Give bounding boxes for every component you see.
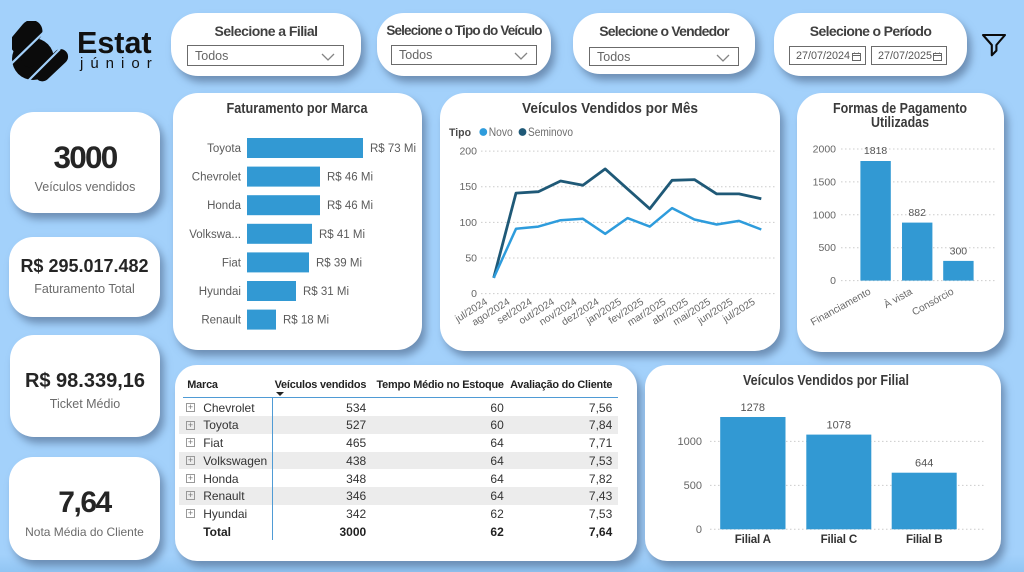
svg-text:Filial C: Filial C	[820, 533, 857, 546]
svg-text:Renault: Renault	[201, 314, 241, 326]
svg-text:500: 500	[683, 480, 701, 492]
svg-text:0: 0	[471, 288, 477, 300]
svg-text:100: 100	[459, 216, 477, 228]
svg-text:Formas de Pagamento: Formas de Pagamento	[833, 101, 967, 117]
svg-text:1078: 1078	[826, 419, 850, 431]
svg-text:R$ 46 Mi: R$ 46 Mi	[327, 171, 373, 183]
svg-text:1000: 1000	[813, 209, 837, 221]
svg-text:644: 644	[915, 457, 933, 469]
svg-text:R$ 41 Mi: R$ 41 Mi	[319, 228, 365, 240]
svg-text:200: 200	[459, 145, 477, 157]
svg-text:À vista: À vista	[881, 284, 914, 310]
svg-text:R$ 31 Mi: R$ 31 Mi	[303, 286, 349, 298]
svg-text:Volkswa...: Volkswa...	[189, 228, 241, 240]
svg-text:Veículos Vendidos por Filial: Veículos Vendidos por Filial	[743, 372, 909, 389]
svg-text:Utilizadas: Utilizadas	[871, 115, 929, 131]
svg-text:150: 150	[459, 181, 477, 193]
svg-text:882: 882	[908, 207, 926, 219]
svg-text:0: 0	[830, 275, 836, 287]
svg-text:Hyundai: Hyundai	[199, 286, 241, 298]
svg-text:2000: 2000	[813, 143, 837, 155]
svg-text:500: 500	[818, 242, 836, 254]
svg-text:Honda: Honda	[207, 200, 241, 212]
svg-text:300: 300	[950, 245, 968, 257]
svg-text:Tipo: Tipo	[449, 127, 471, 139]
svg-text:Toyota: Toyota	[207, 143, 241, 155]
svg-text:Filial A: Filial A	[734, 533, 771, 546]
svg-text:Consórcio: Consórcio	[910, 286, 956, 318]
svg-text:Chevrolet: Chevrolet	[192, 171, 242, 183]
svg-text:R$ 73 Mi: R$ 73 Mi	[370, 143, 416, 155]
svg-text:1278: 1278	[740, 402, 764, 414]
svg-text:R$ 39 Mi: R$ 39 Mi	[316, 257, 362, 269]
svg-text:Seminovo: Seminovo	[528, 127, 573, 139]
svg-text:Faturamento por Marca: Faturamento por Marca	[227, 100, 369, 117]
svg-text:R$ 46 Mi: R$ 46 Mi	[327, 200, 373, 212]
svg-text:Fiat: Fiat	[222, 257, 242, 269]
svg-text:Filial B: Filial B	[905, 533, 941, 546]
svg-text:1500: 1500	[813, 176, 837, 188]
svg-text:Novo: Novo	[489, 127, 513, 139]
svg-text:Veículos Vendidos por Mês: Veículos Vendidos por Mês	[522, 100, 698, 117]
svg-text:0: 0	[695, 524, 701, 536]
svg-text:Financiamento: Financiamento	[809, 286, 873, 328]
svg-text:R$ 18 Mi: R$ 18 Mi	[283, 314, 329, 326]
svg-text:1000: 1000	[677, 436, 701, 448]
svg-text:50: 50	[465, 252, 477, 264]
svg-text:1818: 1818	[864, 145, 888, 157]
